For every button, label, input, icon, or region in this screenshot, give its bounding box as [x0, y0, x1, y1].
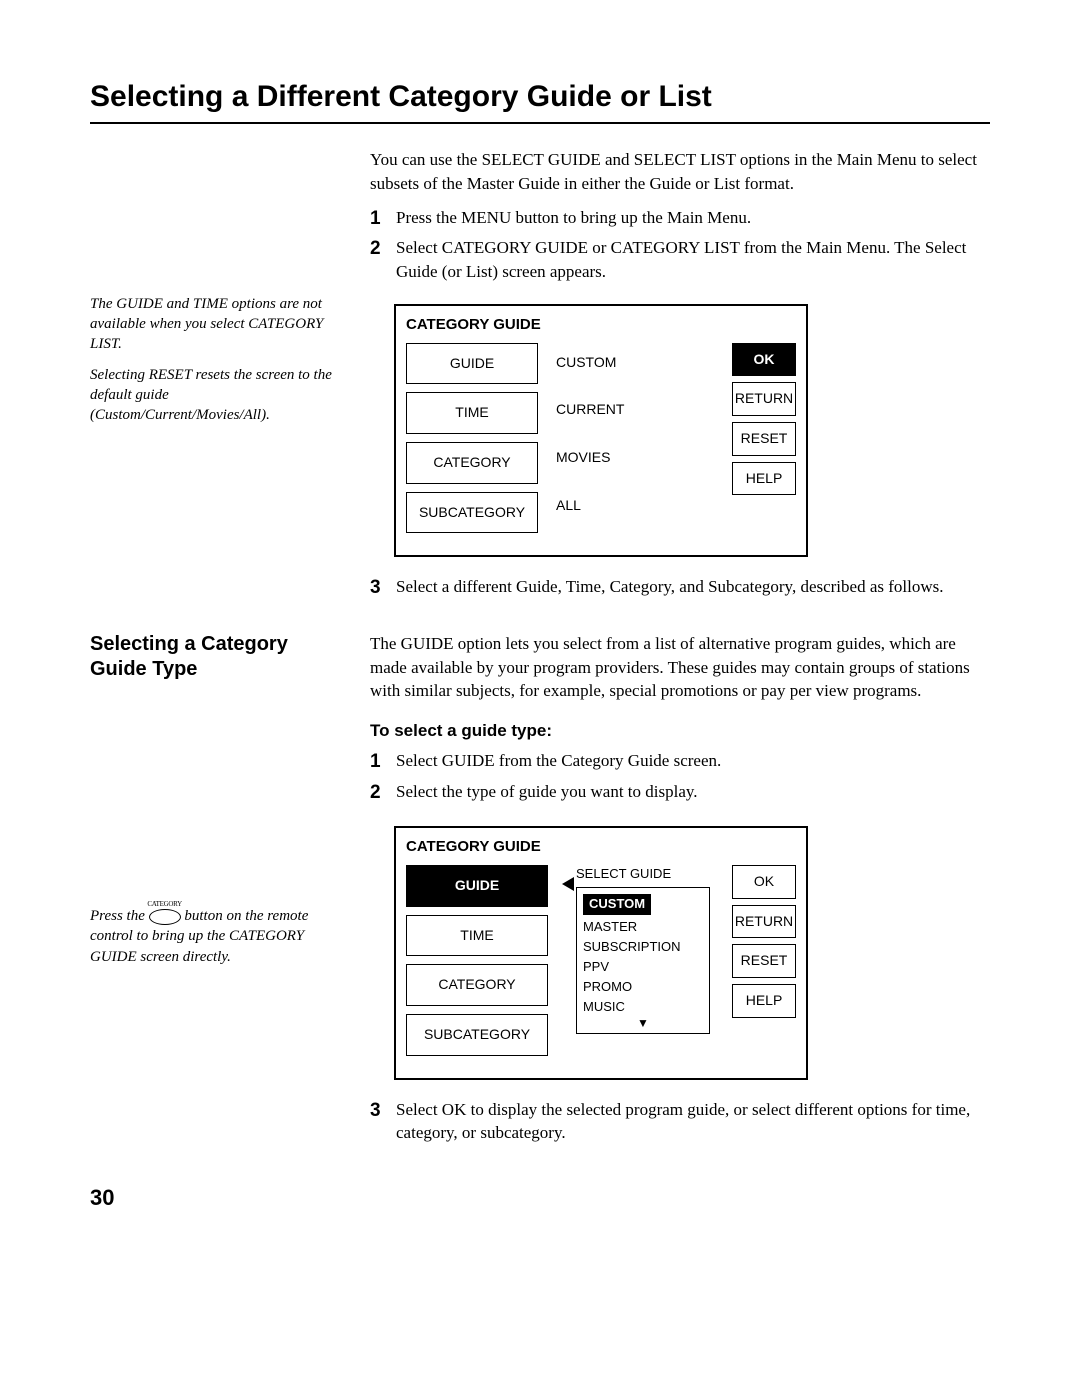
select-guide-item[interactable]: MUSIC [583, 997, 703, 1017]
section-subhead: Selecting a Category Guide Type [90, 632, 350, 682]
select-guide-dropdown[interactable]: CUSTOM MASTER SUBSCRIPTION PPV PROMO MUS… [576, 887, 710, 1034]
step-text: Select GUIDE from the Category Guide scr… [396, 749, 990, 776]
step-text: Press the MENU button to bring up the Ma… [396, 206, 990, 233]
select-guide-item[interactable]: MASTER [583, 917, 703, 937]
page-title: Selecting a Different Category Guide or … [90, 80, 990, 124]
step-text: Select a different Guide, Time, Category… [396, 575, 990, 602]
step-number: 2 [370, 780, 396, 807]
category-field: CATEGORY [406, 442, 538, 484]
step-text: Select CATEGORY GUIDE or CATEGORY LIST f… [396, 236, 990, 284]
category-value: MOVIES [546, 438, 726, 478]
intro-paragraph: You can use the SELECT GUIDE and SELECT … [370, 148, 990, 196]
panel-title: CATEGORY GUIDE [396, 306, 806, 343]
select-guide-item-selected[interactable]: CUSTOM [583, 894, 651, 914]
subcategory-field[interactable]: SUBCATEGORY [406, 1014, 548, 1056]
guide-field-selected[interactable]: GUIDE [406, 865, 548, 907]
step-number: 3 [370, 575, 396, 602]
select-guide-title: SELECT GUIDE [576, 865, 726, 883]
return-button[interactable]: RETURN [732, 905, 796, 939]
document-page: Selecting a Different Category Guide or … [0, 0, 1080, 1271]
ok-button[interactable]: OK [732, 865, 796, 899]
time-value: CURRENT [546, 390, 726, 430]
guide-value: CUSTOM [546, 343, 726, 383]
reset-button[interactable]: RESET [732, 422, 796, 456]
category-guide-panel-2: CATEGORY GUIDE GUIDE TIME CATEGORY SUBCA… [394, 826, 808, 1079]
step-text: Select the type of guide you want to dis… [396, 780, 990, 807]
step-text: Select OK to display the selected progra… [396, 1098, 990, 1146]
pointer-triangle-icon [562, 877, 574, 891]
step-number: 1 [370, 749, 396, 776]
select-guide-item[interactable]: PROMO [583, 977, 703, 997]
reset-button[interactable]: RESET [732, 944, 796, 978]
side-note: Selecting RESET resets the screen to the… [90, 365, 350, 426]
step-number: 1 [370, 206, 396, 233]
subcategory-field: SUBCATEGORY [406, 492, 538, 534]
ok-button[interactable]: OK [732, 343, 796, 377]
return-button[interactable]: RETURN [732, 382, 796, 416]
subcategory-value: ALL [546, 486, 726, 526]
subhead-body: The GUIDE option lets you select from a … [370, 632, 990, 703]
page-number: 30 [90, 1185, 990, 1211]
side-note: The GUIDE and TIME options are not avail… [90, 294, 350, 355]
select-guide-item[interactable]: SUBSCRIPTION [583, 937, 703, 957]
step-number: 2 [370, 236, 396, 284]
scroll-down-icon[interactable]: ▼ [583, 1017, 703, 1029]
category-button-icon: CATEGORY [149, 909, 181, 925]
help-button[interactable]: HELP [732, 984, 796, 1018]
panel-title: CATEGORY GUIDE [396, 828, 806, 865]
time-field[interactable]: TIME [406, 915, 548, 957]
category-guide-panel: CATEGORY GUIDE GUIDE TIME CATEGORY SUBCA… [394, 304, 808, 557]
time-field: TIME [406, 392, 538, 434]
sub-subhead: To select a guide type: [370, 719, 990, 743]
guide-field: GUIDE [406, 343, 538, 385]
select-guide-item[interactable]: PPV [583, 957, 703, 977]
side-note: Press the CATEGORY button on the remote … [90, 906, 350, 967]
step-number: 3 [370, 1098, 396, 1146]
help-button[interactable]: HELP [732, 462, 796, 496]
category-field[interactable]: CATEGORY [406, 964, 548, 1006]
